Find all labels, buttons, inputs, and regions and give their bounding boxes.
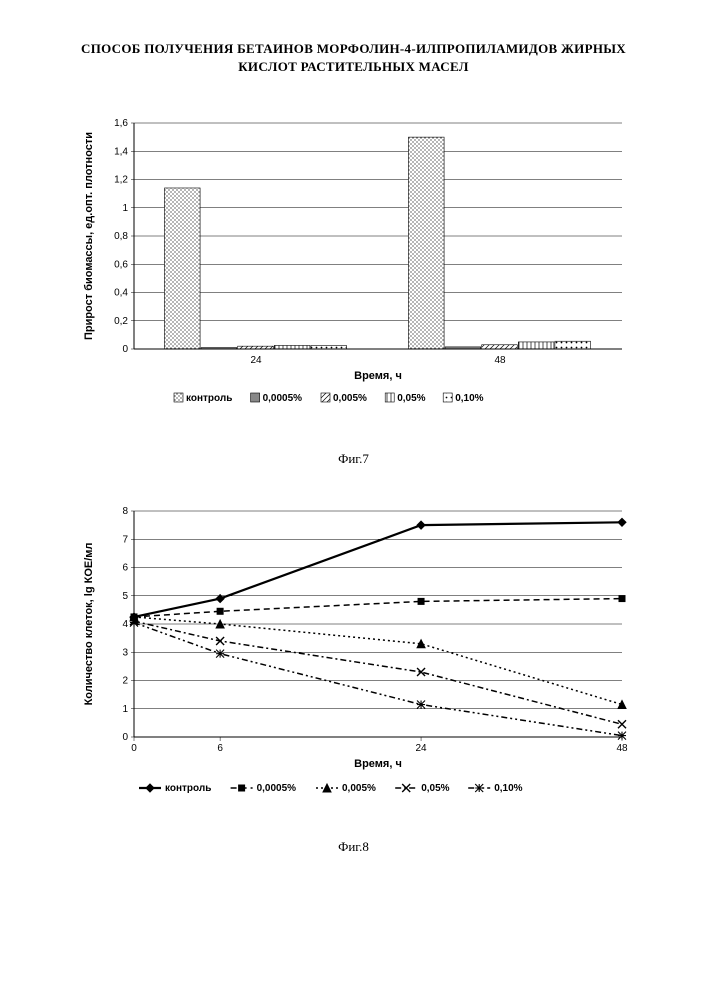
- fig7-svg: 0 0,2 0,4 0,6 0,8 1 1,2 1,4 1,6 24 48 Время, ч Приро…: [74, 115, 634, 435]
- bar: [310, 346, 346, 350]
- figure-8: 0 1 2 3 4 5 6 7 8 0 6 24 48 Время, ч Количество клеток…: [50, 503, 657, 855]
- svg-text:Количество клеток, lg КОЕ/мл: Количество клеток, lg КОЕ/мл: [83, 543, 95, 706]
- svg-text:4: 4: [122, 619, 128, 630]
- svg-text:0,4: 0,4: [114, 288, 128, 299]
- svg-text:0: 0: [122, 732, 128, 743]
- fig8-legend: контроль 0,0005% 0,005% 0,05% 0,10%: [139, 783, 523, 794]
- svg-text:48: 48: [494, 355, 506, 366]
- bar: [274, 346, 310, 350]
- bar: [518, 342, 554, 349]
- svg-text:1: 1: [122, 203, 128, 214]
- svg-text:0,05%: 0,05%: [421, 783, 449, 794]
- svg-text:0,05%: 0,05%: [397, 393, 425, 404]
- svg-text:0,8: 0,8: [114, 231, 128, 242]
- bar: [554, 341, 590, 349]
- svg-text:24: 24: [415, 743, 427, 754]
- fig8-caption: Фиг.8: [50, 839, 657, 855]
- svg-text:Время, ч: Время, ч: [354, 758, 402, 770]
- svg-text:0: 0: [122, 344, 128, 355]
- svg-text:0,0005%: 0,0005%: [256, 783, 296, 794]
- bar: [481, 345, 517, 349]
- svg-text:48: 48: [616, 743, 628, 754]
- svg-text:1,6: 1,6: [114, 118, 128, 129]
- svg-text:0,005%: 0,005%: [333, 393, 367, 404]
- svg-text:24: 24: [250, 355, 262, 366]
- svg-text:контроль: контроль: [165, 783, 211, 794]
- svg-text:0,6: 0,6: [114, 259, 128, 270]
- svg-text:2: 2: [122, 676, 128, 687]
- bar: [408, 137, 444, 349]
- page-title: СПОСОБ ПОЛУЧЕНИЯ БЕТАИНОВ МОРФОЛИН-4-ИЛП…: [50, 40, 657, 75]
- fig7-caption: Фиг.7: [50, 451, 657, 467]
- svg-text:1,2: 1,2: [114, 175, 128, 186]
- svg-text:0,005%: 0,005%: [342, 783, 376, 794]
- fig8-svg: 0 1 2 3 4 5 6 7 8 0 6 24 48 Время, ч Количество клеток…: [74, 503, 634, 823]
- svg-text:Время, ч: Время, ч: [354, 370, 402, 382]
- svg-text:контроль: контроль: [186, 393, 232, 404]
- svg-text:1: 1: [122, 704, 128, 715]
- svg-text:0,0005%: 0,0005%: [262, 393, 302, 404]
- bar: [164, 188, 200, 349]
- fig7-legend: контроль 0,0005% 0,005% 0,05% 0,10%: [174, 393, 484, 404]
- svg-text:5: 5: [122, 591, 128, 602]
- svg-text:6: 6: [217, 743, 223, 754]
- svg-text:1,4: 1,4: [114, 146, 128, 157]
- svg-text:Прирост биомассы, ед.опт. плот: Прирост биомассы, ед.опт. плотности: [83, 132, 95, 340]
- svg-text:6: 6: [122, 563, 128, 574]
- figure-7: 0 0,2 0,4 0,6 0,8 1 1,2 1,4 1,6 24 48 Время, ч Приро…: [50, 115, 657, 467]
- svg-text:0,2: 0,2: [114, 316, 128, 327]
- svg-text:0,10%: 0,10%: [455, 393, 483, 404]
- svg-text:0,10%: 0,10%: [494, 783, 522, 794]
- svg-text:0: 0: [131, 743, 137, 754]
- svg-text:3: 3: [122, 647, 128, 658]
- svg-text:7: 7: [122, 534, 128, 545]
- svg-text:8: 8: [122, 506, 128, 517]
